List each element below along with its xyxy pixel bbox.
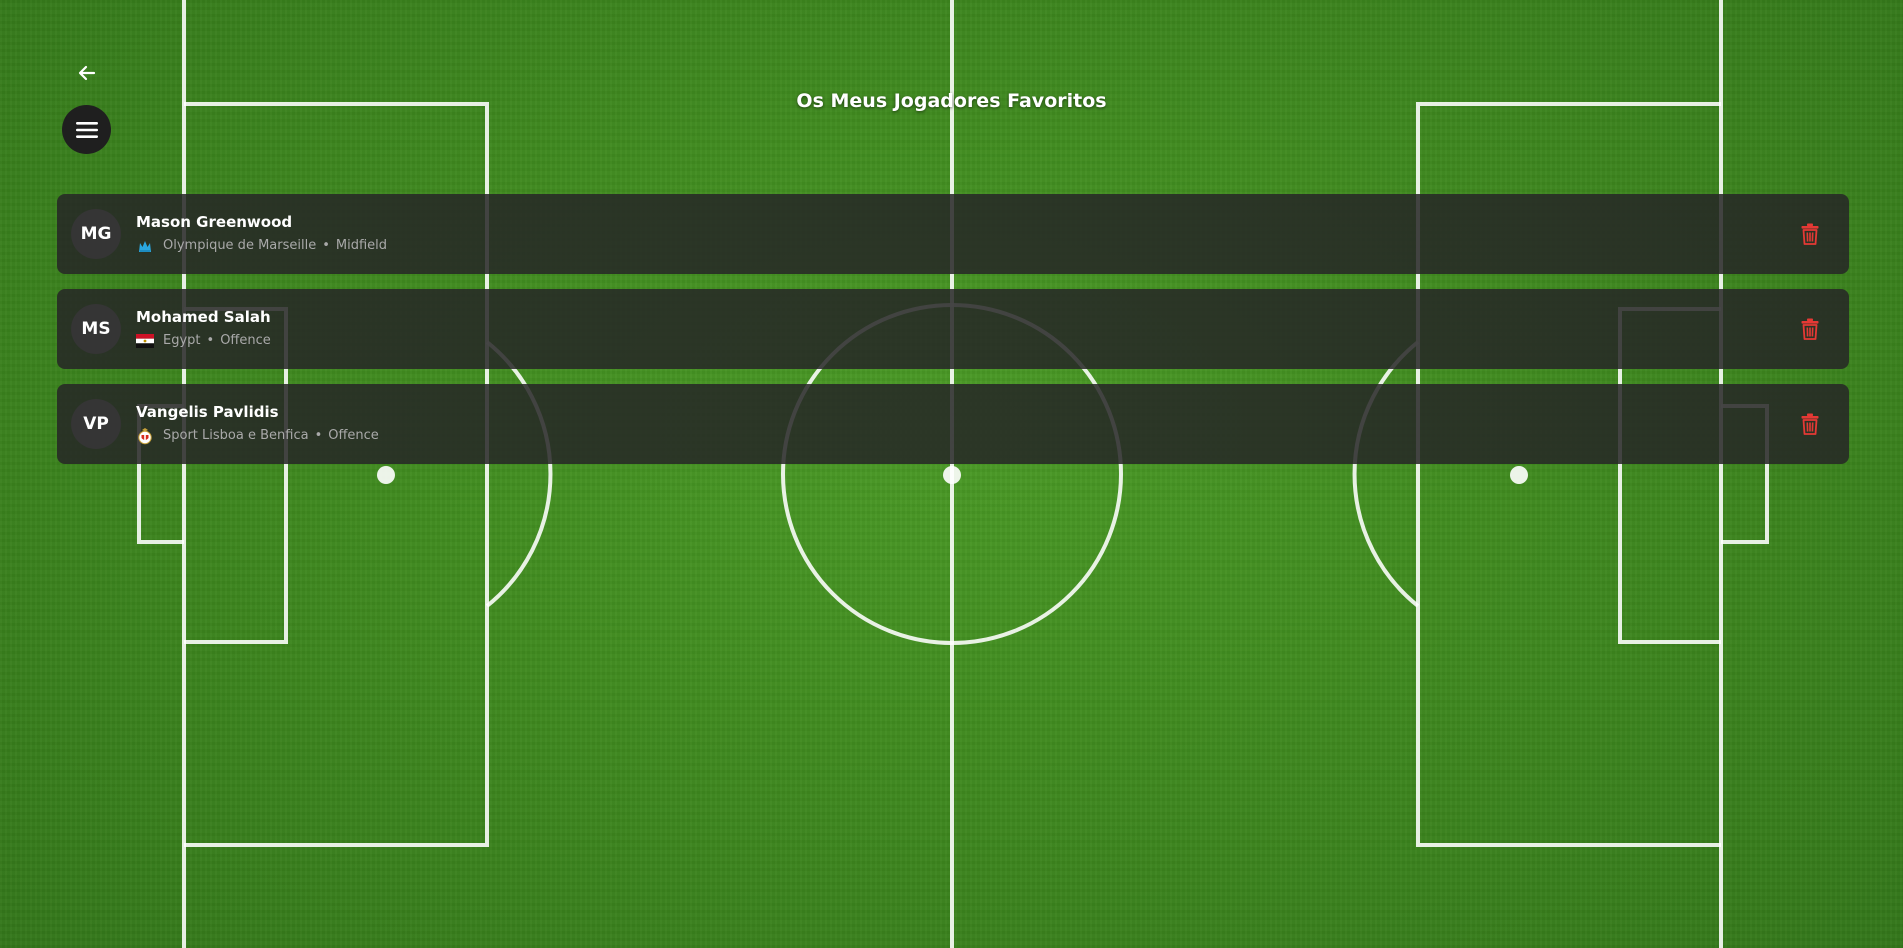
player-team: Olympique de Marseille: [163, 238, 317, 253]
player-meta: Olympique de Marseille • Midfield: [136, 237, 387, 255]
player-position: Offence: [328, 428, 379, 443]
player-meta: Egypt • Offence: [136, 332, 271, 350]
arrow-left-icon: [78, 65, 96, 81]
meta-separator: •: [314, 428, 323, 443]
olympique-de-marseille-crest-icon: [136, 237, 154, 255]
player-info: Mason Greenwood Olympique de Marseille •…: [136, 213, 387, 255]
player-name: Mason Greenwood: [136, 213, 293, 231]
egypt-flag-icon: [136, 332, 154, 350]
player-info: Mohamed Salah Egypt • Offence: [136, 308, 271, 350]
player-meta: Sport Lisboa e Benfica • Offence: [136, 427, 379, 445]
player-position: Midfield: [335, 238, 388, 253]
player-team: Sport Lisboa e Benfica: [163, 428, 309, 443]
benfica-crest-icon: [136, 427, 154, 445]
trash-icon: [1801, 318, 1819, 340]
player-card[interactable]: MG Mason Greenwood Olympique de Marseill…: [57, 194, 1849, 274]
player-avatar: VP: [71, 399, 121, 449]
back-button[interactable]: [72, 58, 102, 88]
page-title: Os Meus Jogadores Favoritos: [796, 90, 1107, 112]
meta-separator: •: [206, 333, 215, 348]
player-card[interactable]: MS Mohamed Salah Egypt • Offence: [57, 289, 1849, 369]
player-card[interactable]: VP Vangelis Pavlidis Sport Lisboa e Benf…: [57, 384, 1849, 464]
trash-icon: [1801, 223, 1819, 245]
meta-separator: •: [322, 238, 330, 253]
player-position: Offence: [220, 333, 271, 348]
hamburger-menu-icon: [75, 121, 98, 138]
player-name: Vangelis Pavlidis: [136, 403, 279, 421]
trash-icon: [1801, 413, 1819, 435]
menu-button[interactable]: [62, 105, 111, 154]
player-avatar: MG: [71, 209, 121, 259]
remove-favorite-button[interactable]: [1797, 316, 1823, 342]
player-avatar: MS: [71, 304, 121, 354]
remove-favorite-button[interactable]: [1797, 221, 1823, 247]
player-team: Egypt: [163, 333, 201, 348]
favorite-players-list: MG Mason Greenwood Olympique de Marseill…: [57, 194, 1849, 479]
player-info: Vangelis Pavlidis Sport Lisboa e Benfica…: [136, 403, 379, 445]
remove-favorite-button[interactable]: [1797, 411, 1823, 437]
player-name: Mohamed Salah: [136, 308, 271, 326]
